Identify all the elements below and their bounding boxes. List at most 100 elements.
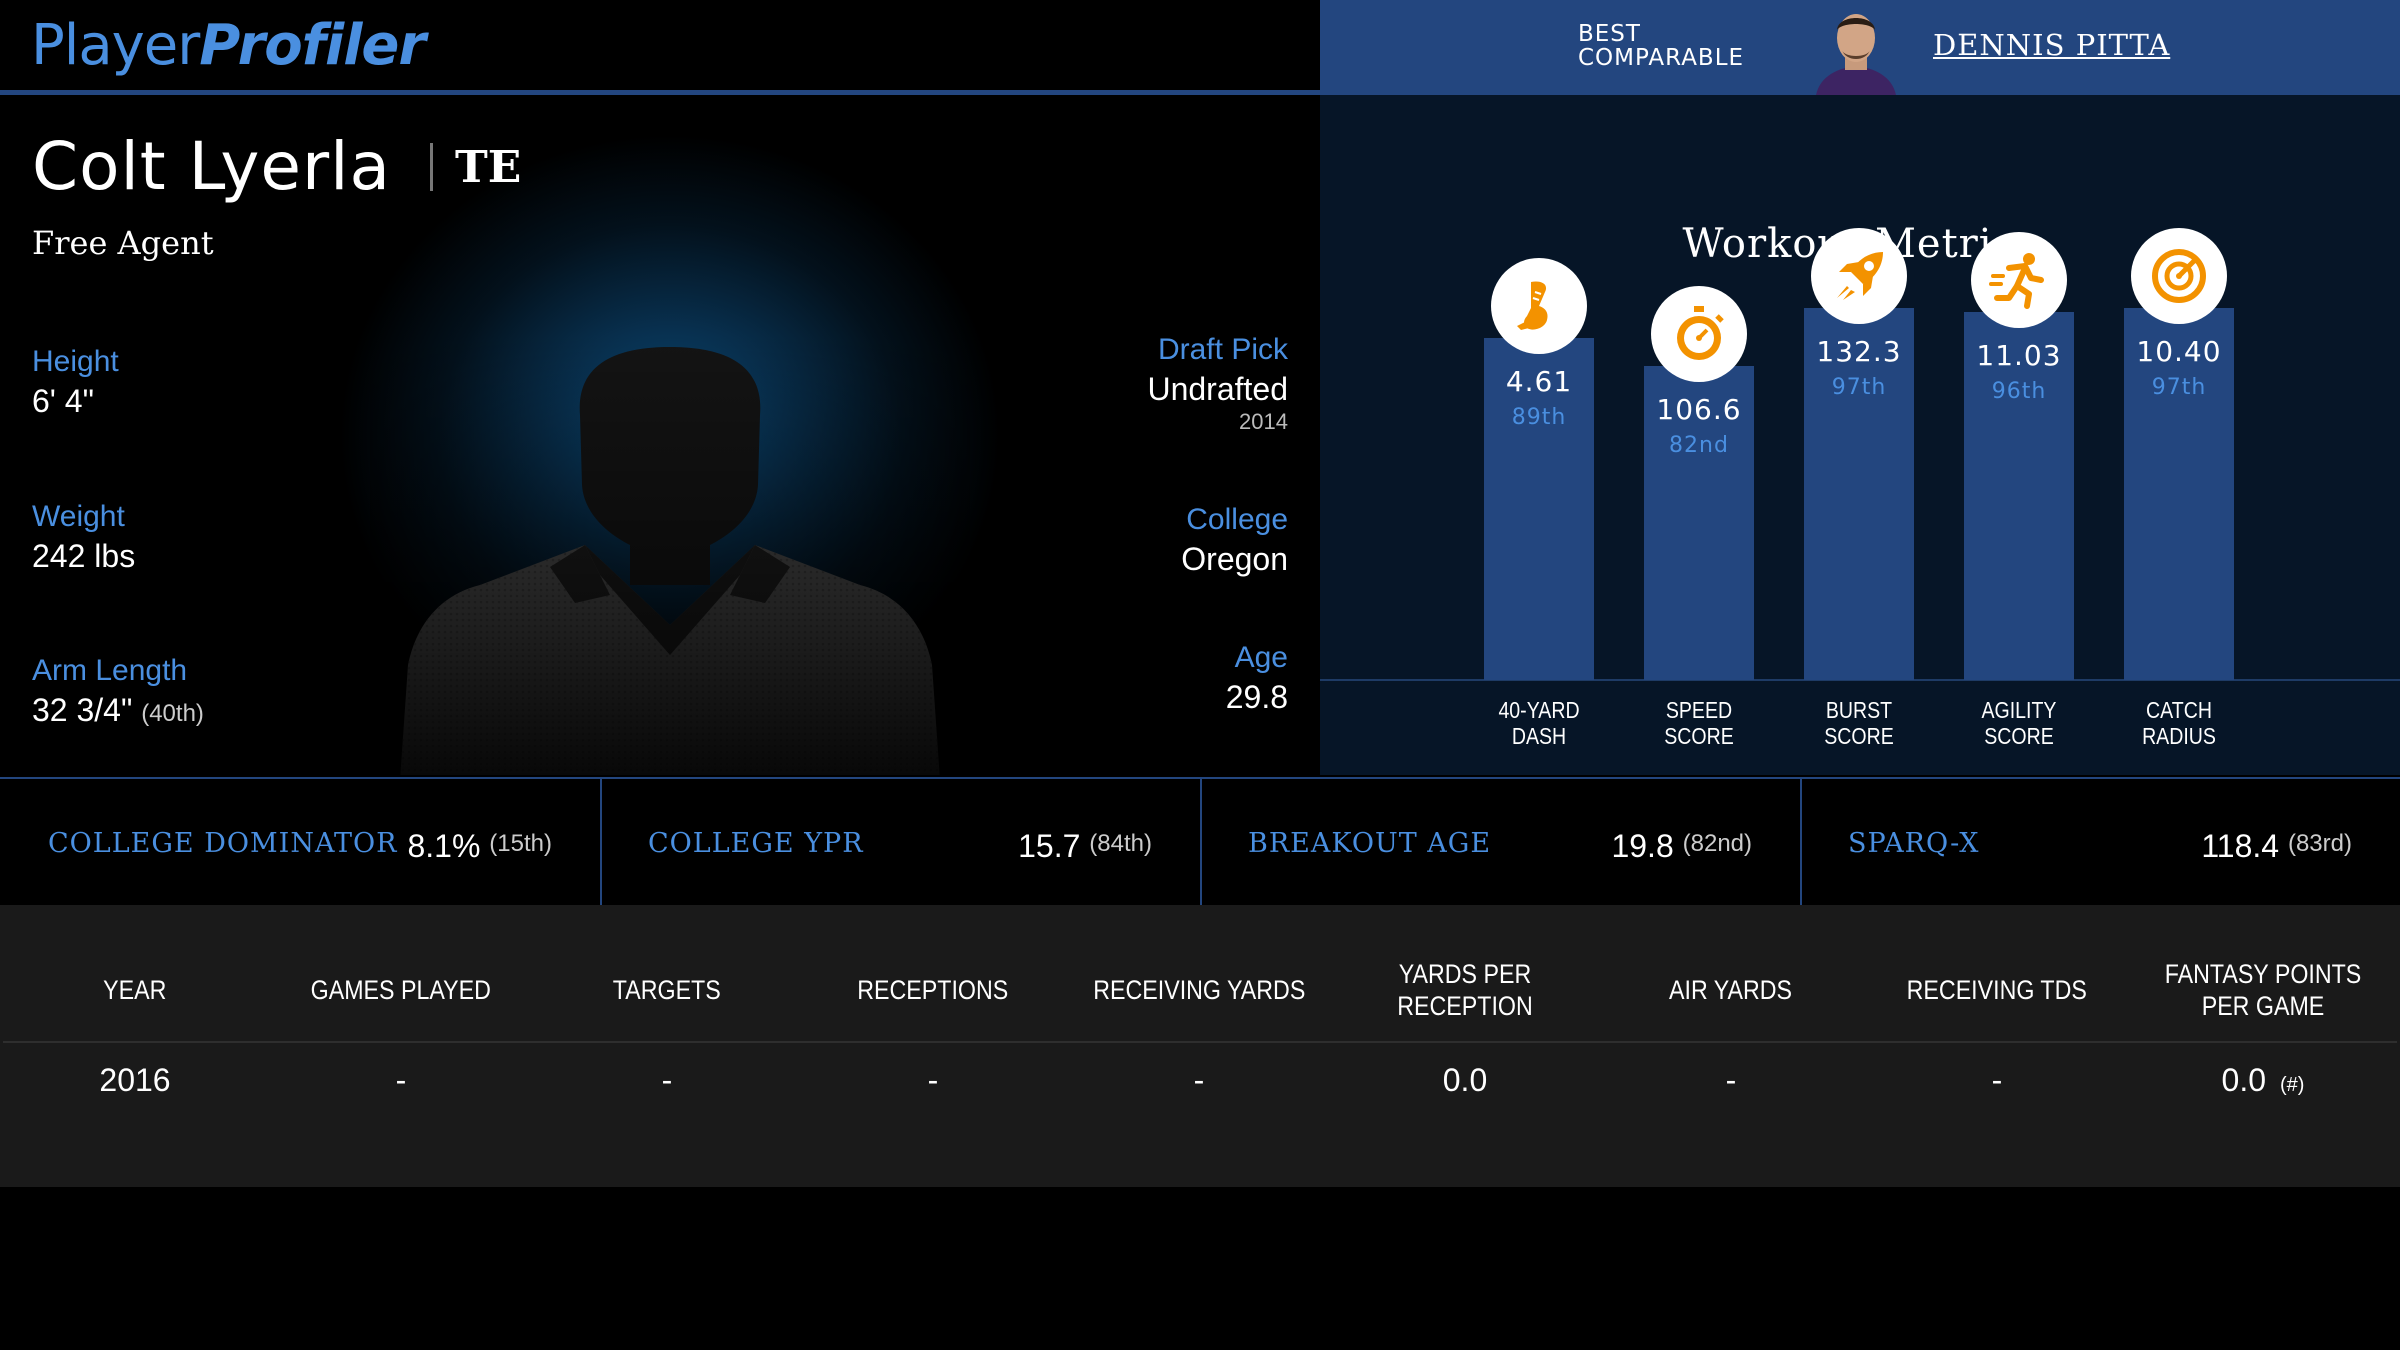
workout-bar-burst-score[interactable] <box>1804 308 1914 680</box>
height-label: Height <box>32 345 119 378</box>
cell-targets: - <box>661 1062 673 1098</box>
stat-college-ypr[interactable]: COLLEGE YPR 15.7 (84th) <box>600 779 1200 907</box>
player-profiler-logo[interactable]: PlayerProfiler <box>31 13 426 78</box>
arm-length-label: Arm Length <box>32 654 188 687</box>
runner-icon <box>1971 232 2067 328</box>
target-icon <box>2131 228 2227 324</box>
stat-number: 15.7 <box>1018 828 1081 864</box>
column-header-text: FANTASY POINTS PER GAME <box>2164 959 2362 1021</box>
column-header-text: YARDS PER RECEPTION <box>1397 959 1533 1021</box>
stat-value: 118.4 (83rd) <box>2201 825 2352 865</box>
shoe-icon <box>1491 258 1587 354</box>
burst-score-label: BURST SCORE <box>1791 697 1927 749</box>
arm-length-rank: (40th) <box>141 700 204 727</box>
comparable-player-link[interactable]: DENNIS PITTA <box>1933 28 2171 62</box>
speed-score-value: 106.6 <box>1656 393 1742 426</box>
player-team: Free Agent <box>32 224 214 262</box>
stat-label: BREAKOUT AGE <box>1248 828 1492 859</box>
player-name: Colt Lyerla <box>32 128 391 205</box>
speed-score-label-line2: SCORE <box>1664 723 1734 749</box>
column-header-text: RECEIVING TDS <box>1906 975 2088 1005</box>
stat-label: COLLEGE DOMINATOR <box>48 828 398 859</box>
column-header-receiving-yards[interactable]: RECEIVING YARDS <box>1069 950 1329 1030</box>
column-header-yards-per-reception[interactable]: YARDS PER RECEPTION <box>1335 950 1595 1030</box>
dash-label-line1: 40-YARD <box>1498 697 1580 723</box>
stat-sparq-x[interactable]: SPARQ-X 118.4 (83rd) <box>1800 779 2400 907</box>
stat-college-dominator[interactable]: COLLEGE DOMINATOR 8.1% (15th) <box>0 779 600 907</box>
cell-fantasy-points-per-game: 0.0 (#) <box>2133 1055 2393 1105</box>
stat-number: 8.1% <box>407 828 481 864</box>
cell-air-yards: - <box>1725 1062 1737 1098</box>
column-header-year[interactable]: YEAR <box>5 950 265 1030</box>
column-header-games-played[interactable]: GAMES PLAYED <box>271 950 531 1030</box>
catch-radius-label-line1: CATCH <box>2146 697 2212 723</box>
weight-label: Weight <box>32 500 125 533</box>
cell-receptions: - <box>927 1062 939 1098</box>
college-label: College <box>1186 503 1288 536</box>
best-comparable-banner: BEST COMPARABLE DENNIS PITTA <box>1320 0 2400 95</box>
catch-radius-percentile: 97th <box>2151 375 2207 400</box>
column-header-receiving-tds[interactable]: RECEIVING TDS <box>1867 950 2127 1030</box>
strip-separator <box>600 779 602 907</box>
column-header-fantasy-points-per-game[interactable]: FANTASY POINTS PER GAME <box>2133 950 2393 1030</box>
dash-label-line2: DASH <box>1511 723 1567 749</box>
burst-score-label-line2: SCORE <box>1824 723 1894 749</box>
rocket-icon <box>1811 228 1907 324</box>
stat-breakout-age[interactable]: BREAKOUT AGE 19.8 (82nd) <box>1200 779 1800 907</box>
catch-radius-label-line2: RADIUS <box>2142 723 2216 749</box>
column-header-text: GAMES PLAYED <box>310 975 492 1005</box>
column-header-text: RECEIVING YARDS <box>1092 975 1306 1005</box>
stat-rank: (15th) <box>489 830 552 857</box>
stat-number: 118.4 <box>2201 828 2280 864</box>
stat-label: SPARQ-X <box>1848 828 1980 859</box>
workout-bar-speed-score[interactable] <box>1644 366 1754 680</box>
weight-value: 242 lbs <box>32 538 136 574</box>
college-stats-strip: COLLEGE DOMINATOR 8.1% (15th) COLLEGE YP… <box>0 777 2400 907</box>
workout-bar-catch-radius[interactable] <box>2124 308 2234 680</box>
burst-score-label-line1: BURST <box>1825 697 1893 723</box>
header-bar: PlayerProfiler <box>0 0 1320 95</box>
cell-yards-per-reception: 0.0 <box>1442 1062 1488 1098</box>
catch-radius-label: CATCH RADIUS <box>2111 697 2247 749</box>
agility-score-value: 11.03 <box>1976 339 2062 372</box>
fantasy-points-rank: (#) <box>2280 1074 2305 1096</box>
header-divider <box>0 90 1320 95</box>
column-header-air-yards[interactable]: AIR YARDS <box>1601 950 1861 1030</box>
stat-rank: (84th) <box>1089 830 1152 857</box>
cell-receiving-tds: - <box>1991 1062 2003 1098</box>
stat-number: 19.8 <box>1611 828 1674 864</box>
stat-value: 8.1% (15th) <box>407 825 552 865</box>
agility-score-label: AGILITY SCORE <box>1951 697 2087 749</box>
cell-year: 2016 <box>99 1062 171 1098</box>
draft-pick-label: Draft Pick <box>1157 333 1288 366</box>
dash-label: 40-YARD DASH <box>1471 697 1607 749</box>
workout-bar-40-yard-dash[interactable] <box>1484 338 1594 680</box>
stat-label: COLLEGE YPR <box>648 828 864 859</box>
column-header-text: RECEPTIONS <box>857 975 1009 1005</box>
strip-separator <box>1200 779 1202 907</box>
column-header-text: AIR YARDS <box>1669 975 1793 1005</box>
draft-year: 2014 <box>1239 409 1288 434</box>
catch-radius-value: 10.40 <box>2136 335 2222 368</box>
column-header-targets[interactable]: TARGETS <box>537 950 797 1030</box>
game-log-table: YEAR GAMES PLAYED TARGETS RECEPTIONS REC… <box>0 905 2400 1187</box>
workout-bar-agility-score[interactable] <box>1964 312 2074 680</box>
age-label: Age <box>1234 641 1288 674</box>
speed-score-label-line1: SPEED <box>1665 697 1733 723</box>
comparable-player-photo <box>1798 6 1914 95</box>
stopwatch-icon <box>1651 286 1747 382</box>
column-header-receptions[interactable]: RECEPTIONS <box>803 950 1063 1030</box>
age-value: 29.8 <box>1225 679 1288 715</box>
table-header-divider <box>3 1041 2397 1043</box>
stat-rank: (82nd) <box>1682 830 1752 857</box>
stat-value: 19.8 (82nd) <box>1611 825 1752 865</box>
best-comparable-label: BEST COMPARABLE <box>1578 21 1745 71</box>
speed-score-label: SPEED SCORE <box>1631 697 1767 749</box>
cell-receiving-yards: - <box>1193 1062 1205 1098</box>
draft-pick-value: Undrafted <box>1147 371 1288 407</box>
agility-score-percentile: 96th <box>1991 379 2047 404</box>
cell-games-played: - <box>395 1062 407 1098</box>
arm-length-value: 32 3/4" (40th) <box>32 691 204 733</box>
player-position: TE <box>455 142 522 193</box>
agility-score-label-line1: AGILITY <box>1981 697 2057 723</box>
